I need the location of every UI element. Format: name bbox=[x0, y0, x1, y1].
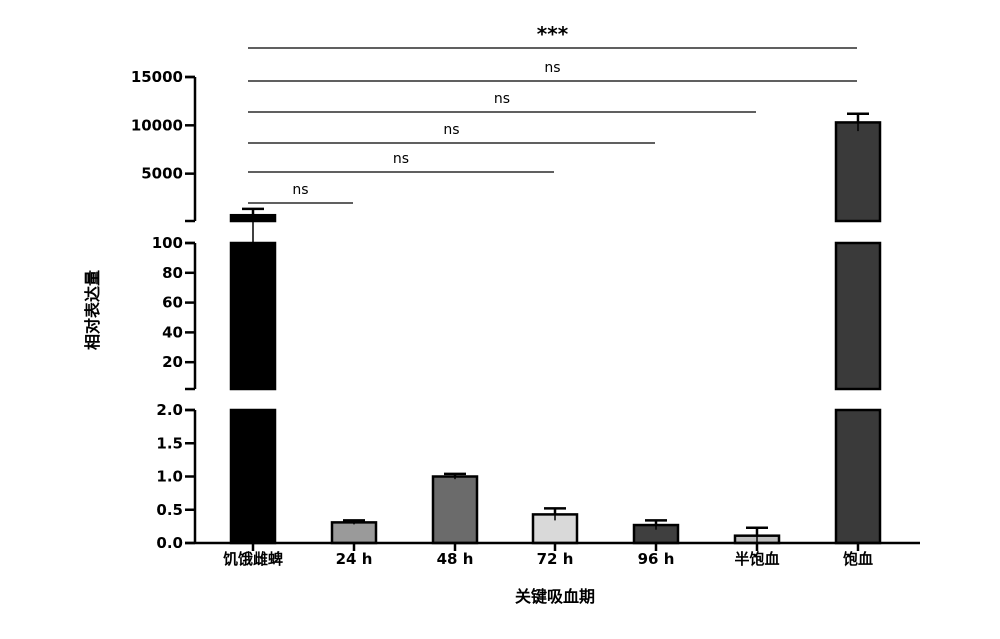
bars bbox=[229, 121, 882, 545]
x-tick-label: 饱血 bbox=[843, 550, 873, 568]
bar bbox=[834, 408, 882, 545]
y-tick-label: 60 bbox=[162, 294, 183, 312]
significance-label: ns bbox=[443, 122, 459, 138]
x-axis: 饥饿雌蜱 24 h 48 h 72 h 96 h 半饱血 饱血 bbox=[195, 541, 920, 568]
x-tick-label: 饥饿雌蜱 bbox=[223, 550, 283, 568]
bar bbox=[834, 121, 882, 223]
y-axis: 0.0 0.5 1.0 1.5 2.0 20 40 60 80 100 5000 10000 15000 bbox=[131, 68, 197, 552]
y-axis-label: 相对表达量 bbox=[83, 270, 102, 350]
y-tick-label: 15000 bbox=[131, 68, 183, 86]
x-tick-label: 48 h bbox=[437, 550, 474, 568]
significance-brackets: ns ns ns ns ns *** bbox=[248, 22, 857, 204]
y-tick-label: 40 bbox=[162, 323, 183, 341]
y-tick-label: 2.0 bbox=[156, 401, 183, 419]
y-tick-label: 10000 bbox=[131, 116, 183, 134]
x-axis-label: 关键吸血期 bbox=[515, 587, 595, 606]
x-tick-label: 半饱血 bbox=[734, 550, 779, 568]
x-tick-label: 72 h bbox=[537, 550, 574, 568]
significance-label: *** bbox=[537, 22, 569, 46]
significance-label: ns bbox=[292, 182, 308, 198]
y-tick-label: 20 bbox=[162, 353, 183, 371]
y-tick-label: 1.5 bbox=[156, 434, 183, 452]
error-bars bbox=[242, 112, 869, 543]
y-tick-label: 1.0 bbox=[156, 468, 183, 486]
significance-label: ns bbox=[393, 151, 409, 167]
y-tick-label: 5000 bbox=[141, 165, 183, 183]
y-tick-label: 100 bbox=[152, 234, 183, 252]
x-tick-label: 24 h bbox=[336, 550, 373, 568]
significance-label: ns bbox=[494, 91, 510, 107]
x-tick-label: 96 h bbox=[638, 550, 675, 568]
bar bbox=[330, 521, 378, 545]
bar bbox=[834, 241, 882, 391]
y-tick-label: 0.5 bbox=[156, 501, 183, 519]
significance-label: ns bbox=[544, 60, 560, 76]
bar bbox=[229, 408, 277, 545]
y-tick-label: 80 bbox=[162, 264, 183, 282]
y-tick-label: 0.0 bbox=[156, 534, 183, 552]
bar bbox=[431, 475, 479, 545]
